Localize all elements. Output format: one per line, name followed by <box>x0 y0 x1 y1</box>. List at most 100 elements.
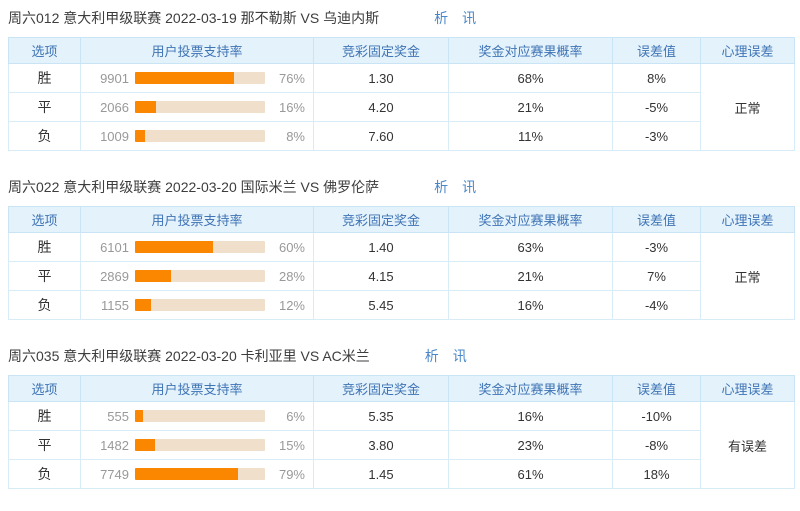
col-vote-rate: 用户投票支持率 <box>80 206 314 233</box>
table-row: 胜 6101 60% 1.40 63% -3% 正常 <box>8 232 795 320</box>
vote-bar-fill <box>135 410 143 422</box>
vote-bar-group: 2066 16% <box>81 100 313 115</box>
error-cell: -8% <box>612 430 701 460</box>
vote-bar-fill <box>135 439 155 451</box>
vote-bar-fill <box>135 468 238 480</box>
psych-error-cell: 正常 <box>700 63 795 151</box>
vote-bar-track <box>135 468 265 480</box>
vote-bar-track <box>135 101 265 113</box>
col-error: 误差值 <box>612 206 701 233</box>
match-title-row: 周六035 意大利甲级联赛 2022-03-20 卡利亚里 VS AC米兰 析讯 <box>8 346 800 366</box>
vote-bar-track <box>135 130 265 142</box>
error-cell: -10% <box>612 401 701 431</box>
prob-cell: 63% <box>448 232 613 262</box>
news-link[interactable]: 讯 <box>462 179 477 195</box>
col-vote-rate: 用户投票支持率 <box>80 37 314 64</box>
analysis-link[interactable]: 析 <box>434 179 449 195</box>
col-option: 选项 <box>8 206 81 233</box>
odds-cell: 5.45 <box>313 290 449 320</box>
odds-cell: 7.60 <box>313 121 449 151</box>
option-cell: 平 <box>8 92 81 122</box>
match-section-3: 周六035 意大利甲级联赛 2022-03-20 卡利亚里 VS AC米兰析讯 … <box>8 346 800 489</box>
vote-percent: 76% <box>278 70 305 86</box>
table-header-row: 选项 用户投票支持率 竞彩固定奖金 奖金对应赛果概率 误差值 心理误差 <box>8 375 795 402</box>
col-error: 误差值 <box>612 375 701 402</box>
match-title-row: 周六022 意大利甲级联赛 2022-03-20 国际米兰 VS 佛罗伦萨 析讯 <box>8 177 800 197</box>
vote-bar-group: 1482 15% <box>81 438 313 453</box>
col-fixed-odds: 竞彩固定奖金 <box>313 37 449 64</box>
col-psych-error: 心理误差 <box>700 206 795 233</box>
odds-cell: 4.20 <box>313 92 449 122</box>
vote-bar-track <box>135 410 265 422</box>
vote-bar-fill <box>135 130 146 142</box>
news-link[interactable]: 讯 <box>452 348 467 364</box>
vote-count: 7749 <box>100 466 129 482</box>
vote-percent: 12% <box>278 297 305 313</box>
col-psych-error: 心理误差 <box>700 37 795 64</box>
vote-bar-group: 9901 76% <box>81 71 313 86</box>
option-cell: 负 <box>8 121 81 151</box>
vote-bar-fill <box>135 101 156 113</box>
prob-cell: 68% <box>448 63 613 93</box>
vote-bar-group: 7749 79% <box>81 467 313 482</box>
psych-error-cell: 正常 <box>700 232 795 320</box>
prob-cell: 61% <box>448 459 613 489</box>
prob-cell: 23% <box>448 430 613 460</box>
option-cell: 胜 <box>8 63 81 93</box>
vote-count: 2869 <box>100 268 129 284</box>
table-header-row: 选项 用户投票支持率 竞彩固定奖金 奖金对应赛果概率 误差值 心理误差 <box>8 206 795 233</box>
odds-cell: 3.80 <box>313 430 449 460</box>
prob-cell: 16% <box>448 290 613 320</box>
vote-count: 9901 <box>100 70 129 86</box>
error-cell: -3% <box>612 121 701 151</box>
odds-cell: 1.45 <box>313 459 449 489</box>
vote-percent: 8% <box>286 128 305 144</box>
odds-cell: 1.30 <box>313 63 449 93</box>
match-title: 周六022 意大利甲级联赛 2022-03-20 国际米兰 VS 佛罗伦萨 <box>8 179 380 195</box>
option-cell: 负 <box>8 290 81 320</box>
vote-percent: 16% <box>278 99 305 115</box>
table-row: 平 1482 15% 3.80 23% -8% <box>8 430 795 460</box>
col-result-prob: 奖金对应赛果概率 <box>448 37 613 64</box>
vote-count: 1482 <box>100 437 129 453</box>
analysis-link[interactable]: 析 <box>424 348 439 364</box>
prob-cell: 21% <box>448 92 613 122</box>
analysis-link[interactable]: 析 <box>434 10 449 26</box>
error-cell: -3% <box>612 232 701 262</box>
error-cell: -5% <box>612 92 701 122</box>
odds-cell: 5.35 <box>313 401 449 431</box>
vote-percent: 60% <box>278 239 305 255</box>
vote-bar-fill <box>135 270 172 282</box>
match-title: 周六035 意大利甲级联赛 2022-03-20 卡利亚里 VS AC米兰 <box>8 348 370 364</box>
prob-cell: 11% <box>448 121 613 151</box>
col-option: 选项 <box>8 37 81 64</box>
vote-percent: 6% <box>286 408 305 424</box>
vote-bar-group: 6101 60% <box>81 240 313 255</box>
vote-table: 选项 用户投票支持率 竞彩固定奖金 奖金对应赛果概率 误差值 心理误差 胜 61… <box>8 206 795 320</box>
col-fixed-odds: 竞彩固定奖金 <box>313 375 449 402</box>
odds-cell: 4.15 <box>313 261 449 291</box>
table-row: 胜 555 6% 5.35 16% -10% 有误差 <box>8 401 795 489</box>
vote-bar-group: 555 6% <box>81 409 313 424</box>
vote-percent: 15% <box>278 437 305 453</box>
vote-percent: 28% <box>278 268 305 284</box>
vote-bar-track <box>135 439 265 451</box>
vote-bar-track <box>135 270 265 282</box>
vote-table: 选项 用户投票支持率 竞彩固定奖金 奖金对应赛果概率 误差值 心理误差 胜 99… <box>8 37 795 151</box>
col-option: 选项 <box>8 375 81 402</box>
match-section-2: 周六022 意大利甲级联赛 2022-03-20 国际米兰 VS 佛罗伦萨析讯 … <box>8 177 800 320</box>
vote-count: 2066 <box>100 99 129 115</box>
match-title-row: 周六012 意大利甲级联赛 2022-03-19 那不勒斯 VS 乌迪内斯 析讯 <box>8 8 800 28</box>
col-vote-rate: 用户投票支持率 <box>80 375 314 402</box>
news-link[interactable]: 讯 <box>462 10 477 26</box>
option-cell: 负 <box>8 459 81 489</box>
table-row: 平 2869 28% 4.15 21% 7% <box>8 261 795 291</box>
error-cell: 7% <box>612 261 701 291</box>
table-row: 负 1155 12% 5.45 16% -4% <box>8 290 795 320</box>
vote-percent: 79% <box>278 466 305 482</box>
option-cell: 胜 <box>8 401 81 431</box>
table-row: 胜 9901 76% 1.30 68% 8% 正常 <box>8 63 795 151</box>
vote-bar-fill <box>135 241 213 253</box>
vote-count: 555 <box>107 408 129 424</box>
vote-bar-fill <box>135 72 234 84</box>
